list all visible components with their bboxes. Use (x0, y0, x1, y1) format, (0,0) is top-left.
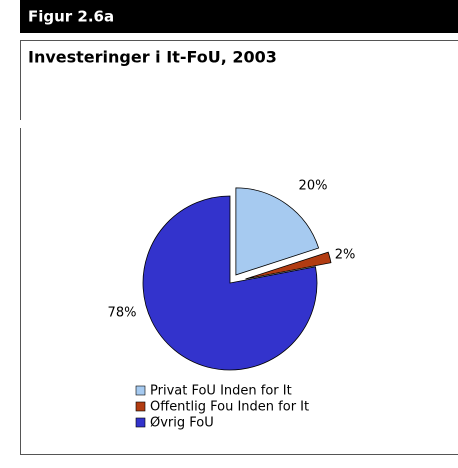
data-label: 78% (108, 306, 137, 321)
data-label: 20% (299, 179, 328, 194)
legend-swatch (135, 401, 146, 412)
legend-label: Privat FoU Inden for It (150, 384, 292, 399)
figure-label: Figur 2.6a (28, 8, 114, 26)
chart-title: Investeringer i It-FoU, 2003 (28, 48, 277, 67)
pie-slice (245, 251, 332, 280)
header-bar (20, 0, 458, 33)
legend-swatch (135, 417, 146, 428)
pie-slice (235, 187, 320, 276)
data-label: 2% (335, 248, 356, 263)
pie-slice (142, 195, 318, 371)
legend-label: Øvrig FoU (150, 416, 214, 431)
legend-swatch (135, 385, 146, 396)
legend-label: Offentlig Fou Inden for It (150, 400, 309, 415)
